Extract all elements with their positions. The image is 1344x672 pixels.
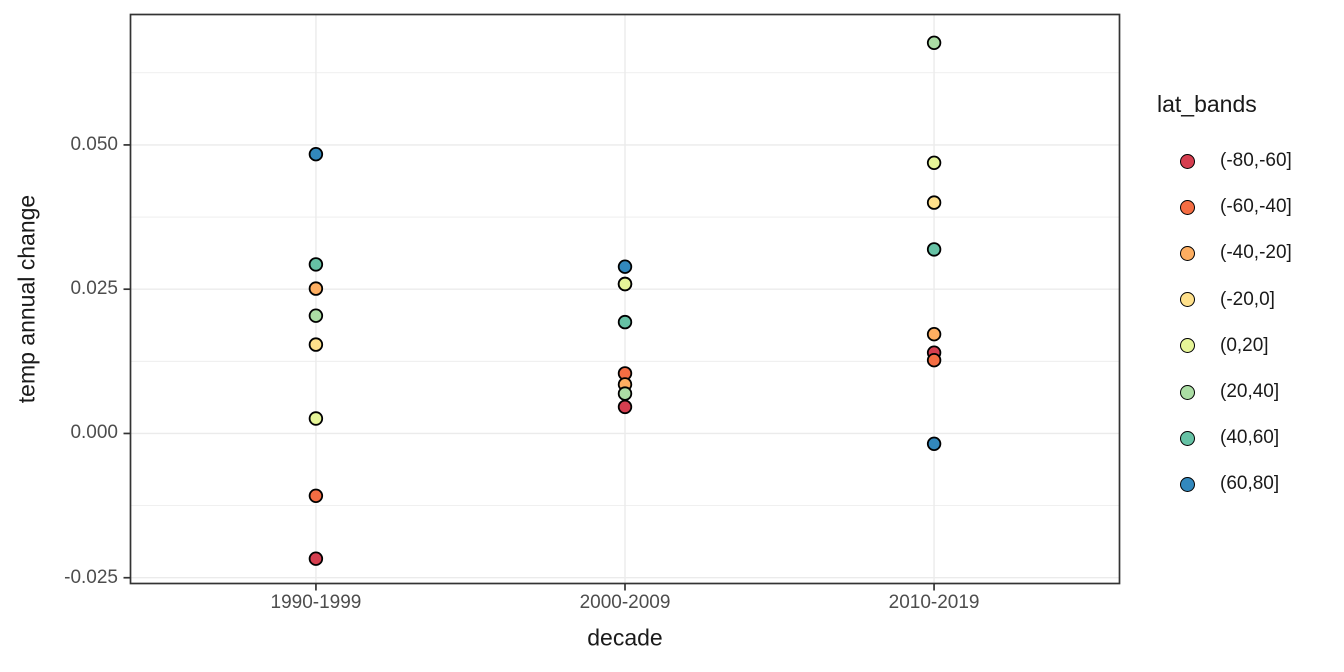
x-tick-label: 2010-2019	[888, 592, 980, 613]
data-point	[308, 551, 324, 566]
data-point	[926, 353, 942, 368]
y-tick-label: 0.025	[70, 278, 118, 300]
data-point	[308, 257, 324, 272]
data-point	[617, 386, 633, 401]
data-point	[308, 308, 324, 323]
data-point	[617, 259, 633, 274]
data-point	[308, 337, 324, 352]
data-point	[926, 436, 942, 452]
data-point	[617, 314, 633, 330]
y-tick-label: 0.050	[70, 133, 118, 155]
x-tick-label: 1990-1999	[270, 592, 362, 613]
data-point	[308, 146, 324, 162]
data-point	[926, 35, 942, 51]
data-point	[308, 281, 324, 296]
x-axis-title: decade	[587, 624, 663, 651]
data-point	[617, 276, 633, 292]
y-tick-label: -0.025	[64, 566, 118, 588]
x-tick-label: 2000-2009	[579, 592, 671, 613]
panel-border	[129, 13, 1121, 585]
data-point	[308, 411, 324, 426]
data-point	[308, 488, 324, 504]
data-point	[617, 399, 633, 415]
data-point	[926, 242, 942, 257]
y-tick-label: 0.000	[70, 422, 118, 444]
data-point	[926, 155, 942, 171]
data-point	[926, 327, 942, 342]
data-point	[926, 195, 942, 210]
